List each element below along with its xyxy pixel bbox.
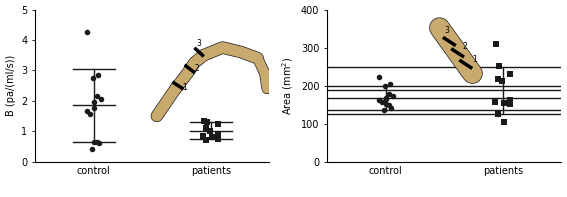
Point xyxy=(202,139,211,142)
Point xyxy=(386,82,395,85)
Point xyxy=(89,107,98,110)
Point xyxy=(377,100,386,103)
Text: 2: 2 xyxy=(463,42,468,51)
Point xyxy=(381,102,390,105)
Point xyxy=(380,84,389,87)
Y-axis label: Area (mm$^2$): Area (mm$^2$) xyxy=(281,56,295,115)
Point xyxy=(202,126,211,130)
Point xyxy=(87,147,96,150)
Point xyxy=(89,140,98,143)
Point xyxy=(505,98,514,102)
Point xyxy=(199,119,208,122)
Point xyxy=(82,31,91,34)
Point xyxy=(491,42,500,45)
Point xyxy=(213,133,222,136)
Point xyxy=(374,76,383,79)
Point xyxy=(494,112,503,116)
Point xyxy=(381,97,390,100)
Point xyxy=(374,98,383,102)
Text: 3: 3 xyxy=(444,26,449,35)
Point xyxy=(490,100,500,103)
Text: 1: 1 xyxy=(472,55,477,64)
Text: 3: 3 xyxy=(197,39,202,47)
Point xyxy=(198,134,208,137)
Point xyxy=(90,101,99,104)
Point xyxy=(497,79,506,83)
Point xyxy=(94,73,103,76)
Text: 1: 1 xyxy=(183,83,188,92)
Point xyxy=(506,102,515,105)
Point xyxy=(97,98,106,101)
Point xyxy=(494,77,503,80)
Point xyxy=(382,96,391,99)
Text: 2: 2 xyxy=(194,64,199,73)
Point xyxy=(500,101,509,104)
Y-axis label: B (pa/(ml/s)): B (pa/(ml/s)) xyxy=(6,55,15,116)
Point xyxy=(205,130,214,133)
Point xyxy=(505,72,514,76)
Point xyxy=(213,122,222,125)
Point xyxy=(93,95,102,98)
Point xyxy=(88,76,97,80)
Point xyxy=(203,120,212,124)
Point xyxy=(379,109,388,112)
Point xyxy=(94,141,103,144)
Point xyxy=(499,120,508,123)
Point xyxy=(214,137,223,140)
Point xyxy=(208,136,217,139)
Point xyxy=(82,110,91,113)
Point xyxy=(85,113,94,116)
Point xyxy=(495,64,504,67)
Point xyxy=(389,95,398,98)
Point xyxy=(384,104,393,107)
Point xyxy=(92,140,101,143)
Point xyxy=(385,92,394,96)
Point xyxy=(386,106,395,109)
